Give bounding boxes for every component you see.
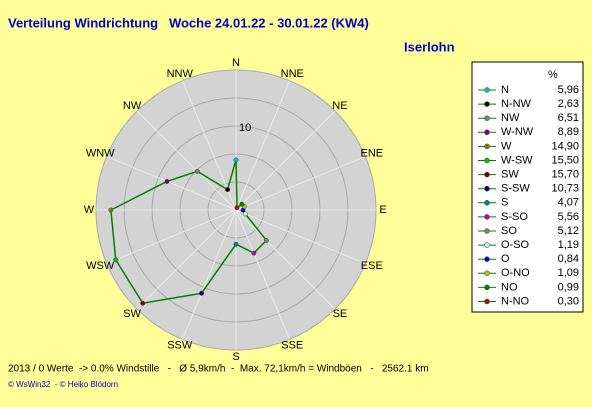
credit: © WsWin32 - © Heiko Blödorn — [8, 380, 118, 389]
legend-marker — [484, 143, 490, 150]
legend-value: 0,30 — [558, 295, 579, 307]
legend-marker — [484, 101, 490, 107]
footer: 2013 / 0 Werte -> 0.0% Windstille - Ø 5,… — [8, 364, 429, 375]
legend-marker — [484, 185, 490, 192]
direction-label: E — [379, 204, 386, 216]
legend-label: W — [501, 140, 512, 152]
legend-label: SO — [501, 225, 517, 237]
direction-label: NE — [332, 100, 347, 112]
legend-marker — [484, 129, 490, 136]
direction-label: ENE — [360, 148, 383, 160]
legend-label: W-SW — [501, 154, 533, 166]
legend-marker — [484, 228, 490, 234]
r-tick-label: 10 — [239, 122, 251, 134]
legend-label: S — [501, 197, 508, 209]
legend-marker — [484, 284, 490, 291]
direction-label: N — [232, 57, 240, 69]
legend-marker — [484, 200, 490, 206]
legend-marker — [484, 270, 490, 277]
direction-label: SSE — [281, 340, 303, 352]
legend-value: 14,90 — [551, 140, 579, 152]
legend-marker — [484, 298, 490, 305]
legend-label: S-SO — [501, 211, 528, 223]
legend-value: 2,63 — [558, 98, 579, 110]
legend-label: O-NO — [501, 267, 530, 279]
legend-marker — [484, 214, 490, 220]
legend-marker — [484, 115, 490, 121]
legend-label: N-NW — [501, 98, 532, 110]
rose-point — [239, 201, 245, 207]
rose-point — [199, 290, 204, 296]
spoke — [106, 209, 237, 265]
legend-value: 0,99 — [558, 281, 579, 293]
spoke — [136, 110, 237, 211]
legend-header: % — [548, 69, 558, 81]
legend-label: NO — [501, 281, 518, 293]
legend-value: 4,07 — [558, 197, 579, 209]
legend-marker — [484, 256, 490, 262]
station-name: Iserlohn — [404, 39, 455, 54]
legend-label: S-SW — [501, 183, 530, 195]
legend-value: 5,56 — [558, 211, 579, 223]
rose-point — [164, 178, 170, 184]
legend-marker — [484, 87, 490, 93]
spoke — [235, 80, 291, 211]
spoke — [235, 110, 336, 211]
rose-point — [225, 187, 230, 193]
rose-point — [233, 157, 239, 163]
rose-point — [263, 237, 269, 243]
legend-value: 6,51 — [558, 112, 579, 124]
direction-label: S — [232, 351, 239, 363]
legend-value: 1,19 — [558, 239, 579, 251]
rose-point — [194, 168, 200, 174]
legend-value: 8,89 — [558, 126, 579, 138]
spoke — [136, 209, 237, 310]
legend-value: 15,50 — [551, 154, 579, 166]
rose-point — [251, 250, 257, 256]
legend-marker — [484, 242, 490, 248]
direction-label: NNW — [167, 68, 194, 80]
legend-label: O — [501, 253, 510, 265]
legend-value: 5,12 — [558, 225, 579, 237]
spoke — [235, 155, 366, 211]
legend-value: 10,73 — [551, 183, 579, 195]
legend-label: W-NW — [501, 126, 534, 138]
rose-point — [233, 241, 239, 247]
legend-marker — [484, 157, 490, 164]
direction-label: SW — [123, 308, 141, 320]
direction-label: W — [84, 204, 95, 216]
legend-label: NW — [501, 112, 520, 124]
direction-label: SE — [333, 308, 348, 320]
direction-label: NNE — [281, 68, 304, 80]
direction-label: WNW — [86, 148, 115, 160]
legend-label: N — [501, 84, 509, 96]
legend-value: 1,09 — [558, 267, 579, 279]
rose-point — [108, 207, 114, 213]
spoke — [106, 155, 237, 211]
legend-label: N-NO — [501, 295, 530, 307]
legend-marker — [484, 171, 490, 178]
legend-label: O-SO — [501, 239, 530, 251]
spoke — [181, 209, 237, 340]
rose-point — [234, 205, 240, 211]
legend-label: SW — [501, 169, 519, 181]
legend-value: 0,84 — [558, 253, 579, 265]
direction-label: NW — [123, 100, 142, 112]
spoke — [235, 209, 366, 265]
rose-point — [113, 257, 119, 263]
spoke — [235, 209, 291, 340]
rose-point — [140, 300, 146, 306]
spoke — [235, 209, 336, 310]
direction-label: WSW — [86, 260, 115, 272]
direction-label: SSW — [167, 340, 193, 352]
legend-value: 15,70 — [551, 169, 579, 181]
chart-title: Verteilung Windrichtung Woche 24.01.22 -… — [8, 15, 369, 30]
rose-point — [242, 211, 248, 217]
direction-label: ESE — [361, 260, 383, 272]
legend-value: 5,96 — [558, 84, 579, 96]
